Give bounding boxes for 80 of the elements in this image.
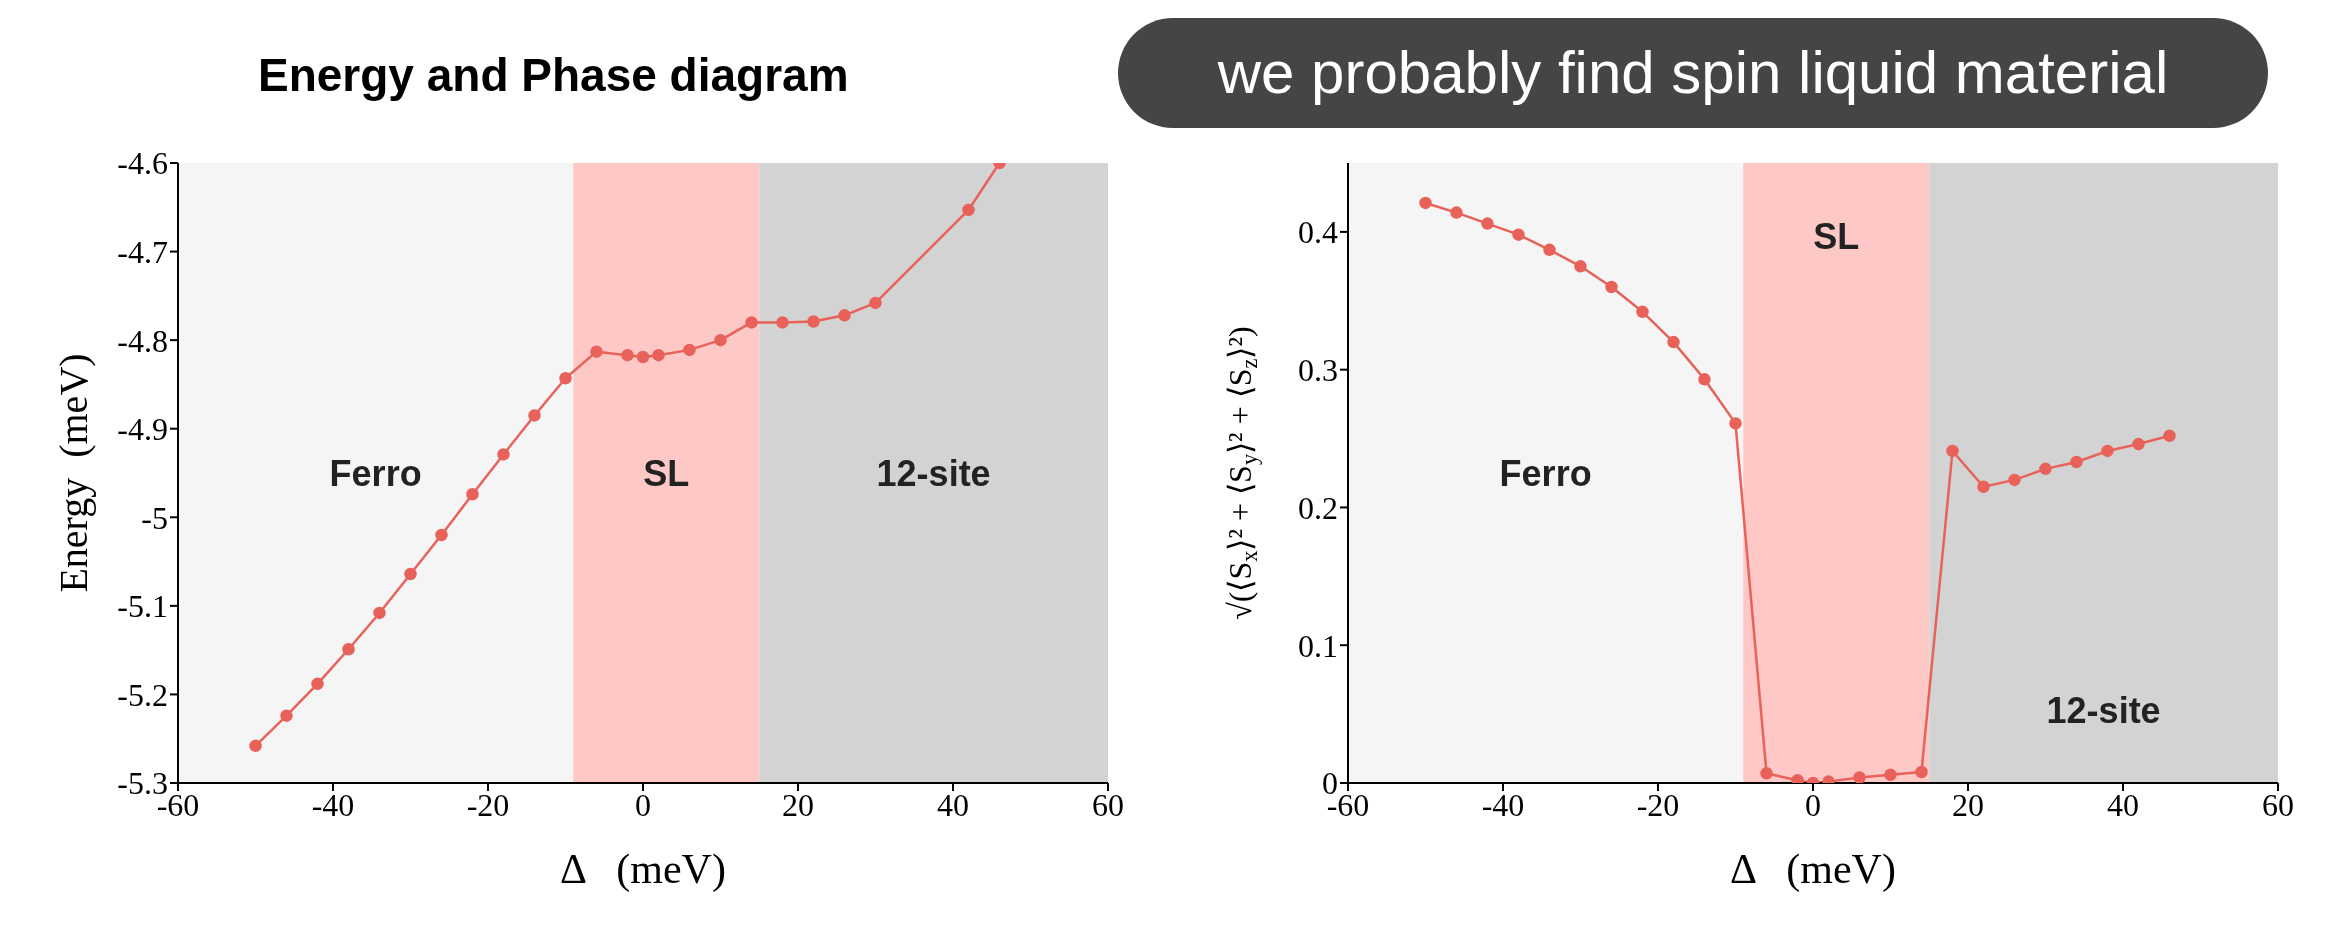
point [1884, 768, 1897, 781]
point [2132, 437, 2145, 451]
point [2101, 444, 2114, 458]
y-tick-label: -5 [141, 499, 168, 536]
y-axis-title: Energy (meV) [50, 353, 96, 593]
point [590, 345, 603, 358]
x-tick-label: 40 [2107, 786, 2139, 823]
point [466, 488, 479, 501]
point [1543, 243, 1556, 257]
point [1977, 480, 1990, 494]
y-tick-label: -5.2 [117, 676, 168, 713]
x-tick-label: -20 [1636, 786, 1680, 823]
point [311, 677, 324, 691]
point [342, 643, 355, 656]
y-tick-label: 0.3 [1298, 352, 1338, 389]
x-axis-title: Δ (meV) [560, 846, 726, 893]
y-tick-label: -4.6 [117, 145, 168, 182]
y-tick-label: 0.2 [1298, 489, 1338, 526]
point [1667, 335, 1680, 349]
point [1450, 206, 1463, 219]
band-label: 12-site [876, 452, 991, 494]
x-tick-label: 20 [782, 786, 814, 823]
x-tick-label: 20 [1952, 786, 1984, 823]
point [636, 350, 650, 364]
point [2039, 462, 2052, 476]
point [714, 333, 727, 347]
point [559, 371, 572, 385]
point [1481, 217, 1494, 230]
point [869, 296, 882, 310]
point [1636, 305, 1649, 319]
point [497, 448, 510, 461]
point [528, 409, 541, 422]
y-tick-label: 0.1 [1298, 627, 1338, 664]
y-tick-label: -4.8 [117, 322, 168, 359]
x-axis-title: Δ (meV) [1730, 846, 1896, 893]
point [1915, 765, 1928, 779]
point [404, 567, 417, 581]
band-label: 12-site [2046, 690, 2161, 731]
point [1760, 767, 1773, 780]
point [621, 348, 634, 362]
point [1946, 444, 1959, 458]
point [2008, 473, 2021, 487]
point [280, 709, 293, 722]
band-label: Ferro [329, 452, 422, 494]
x-tick-label: -40 [311, 786, 355, 823]
point [807, 315, 820, 328]
point [1729, 417, 1742, 430]
point [1853, 771, 1866, 783]
band-label: Ferro [1499, 452, 1592, 494]
band-label: SL [643, 452, 690, 494]
y-tick-label: -4.7 [117, 233, 168, 270]
point [962, 203, 975, 217]
x-tick-label: 0 [1805, 786, 1821, 823]
point [249, 739, 262, 753]
point [1791, 773, 1804, 783]
x-tick-label: 40 [937, 786, 969, 823]
x-tick-label: -20 [466, 786, 510, 823]
point [435, 528, 448, 542]
point [1512, 228, 1525, 241]
point [652, 348, 665, 362]
point [1698, 373, 1711, 386]
x-tick-label: 60 [2262, 786, 2294, 823]
y-tick-label: 0.4 [1298, 214, 1338, 251]
x-tick-label: 60 [1092, 786, 1124, 823]
point [2163, 429, 2176, 443]
chart-title: Energy and Phase diagram [258, 48, 849, 102]
point [776, 316, 789, 329]
point [1574, 260, 1587, 273]
point [2070, 455, 2083, 469]
point [683, 343, 696, 357]
x-tick-label: 0 [635, 786, 651, 823]
point [1419, 196, 1432, 210]
band-label: SL [1813, 215, 1860, 257]
point [373, 606, 386, 620]
point [745, 316, 758, 329]
x-tick-label: -40 [1481, 786, 1525, 823]
y-tick-label: -4.9 [117, 411, 168, 448]
point [1605, 280, 1618, 294]
point [838, 309, 851, 322]
y-tick-label: -5.1 [117, 588, 168, 625]
